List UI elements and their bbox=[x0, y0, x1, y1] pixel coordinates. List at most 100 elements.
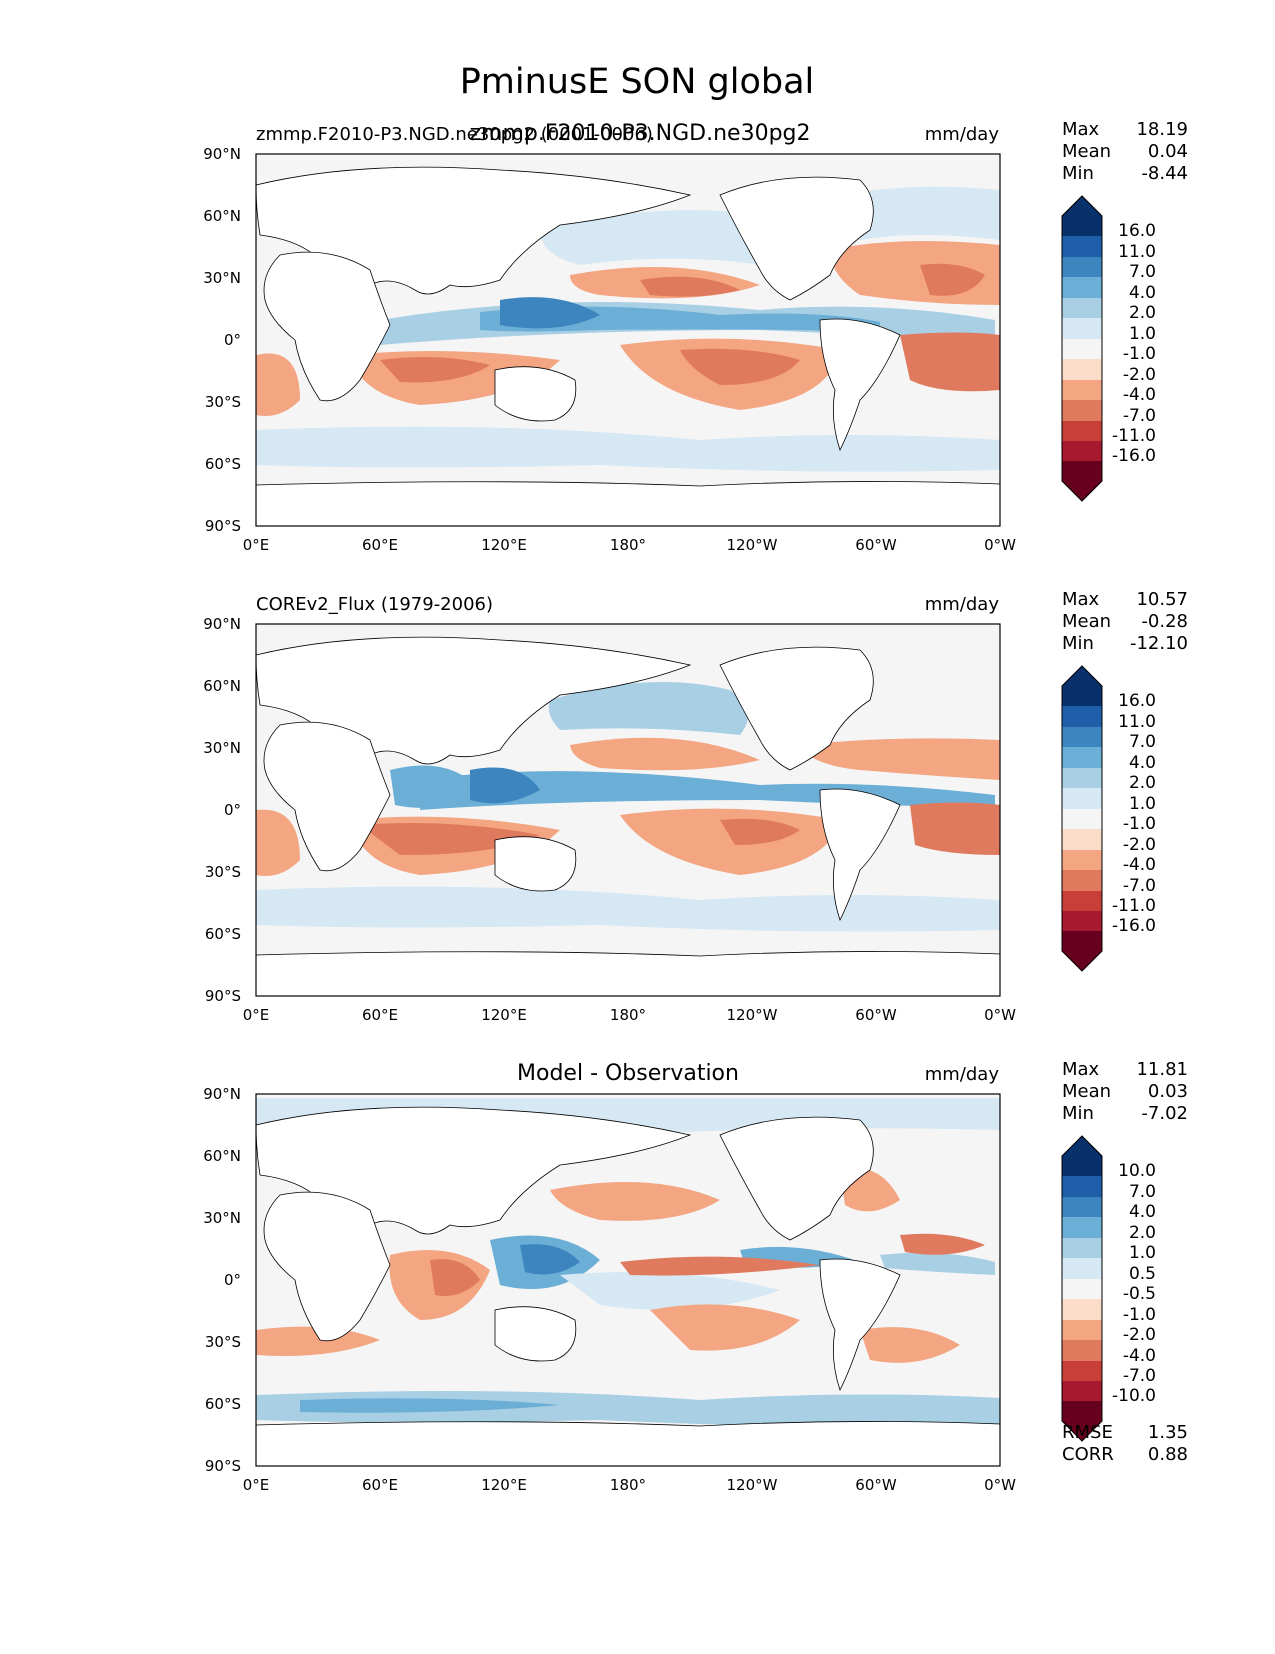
map-frame bbox=[255, 153, 1001, 527]
x-tick-label: 180° bbox=[610, 1476, 646, 1494]
contour-neg-south-pacific-core bbox=[680, 348, 800, 385]
colorbar-tick-label: -1.0 bbox=[1123, 814, 1156, 834]
contour-neg-north-pacific bbox=[570, 737, 760, 771]
stat-label: CORR bbox=[1062, 1444, 1114, 1465]
map-frame bbox=[255, 1093, 1001, 1467]
colorbar-segment bbox=[1062, 339, 1102, 359]
colorbar-ticks: 16.0 11.0 7.0 4.0 2.0 1.0 -1.0 -2.0 -4.0… bbox=[1112, 691, 1156, 936]
panel-ref: COREv2_Flux (1979-2006) mm/day bbox=[203, 589, 1188, 1024]
colorbar-tick-label: 1.0 bbox=[1129, 794, 1156, 814]
colorbar-segment bbox=[1062, 359, 1102, 380]
y-tick-label: 60°S bbox=[205, 455, 241, 473]
colorbar-tick-label: -1.0 bbox=[1123, 344, 1156, 364]
stat-value: 0.03 bbox=[1148, 1081, 1188, 1102]
colorbar-top-extension bbox=[1062, 196, 1102, 216]
colorbar-tick-label: -4.0 bbox=[1123, 1346, 1156, 1366]
land-north-america bbox=[719, 646, 874, 771]
colorbar-ticks: 16.0 11.0 7.0 4.0 2.0 1.0 -1.0 -2.0 -4.0… bbox=[1112, 221, 1156, 466]
contour-pos-south-ocean bbox=[256, 886, 1000, 932]
colorbar-segment bbox=[1062, 1361, 1102, 1381]
y-tick-label: 0° bbox=[224, 331, 241, 349]
colorbar-tick-label: 1.0 bbox=[1129, 324, 1156, 344]
y-tick-label: 0° bbox=[224, 801, 241, 819]
colorbar-tick-label: -0.5 bbox=[1123, 1284, 1156, 1304]
contour-neg-north-pacific-core bbox=[640, 276, 740, 297]
stat-label: Mean bbox=[1062, 141, 1111, 162]
panel-units: mm/day bbox=[925, 594, 1000, 615]
y-tick-label: 30°S bbox=[205, 1333, 241, 1351]
panel-units: mm/day bbox=[925, 124, 1000, 145]
land-south-america bbox=[819, 318, 901, 452]
colorbar-tick-label: -7.0 bbox=[1123, 876, 1156, 896]
colorbar-segment bbox=[1062, 441, 1102, 461]
stats-box: Max 11.81 Mean 0.03 Min -7.02 bbox=[1062, 1059, 1188, 1124]
colorbar-tick-label: 4.0 bbox=[1129, 753, 1156, 773]
colorbar-tick-label: -4.0 bbox=[1123, 385, 1156, 405]
x-axis: 0°E 60°E 120°E 180° 120°W 60°W 0°W bbox=[243, 1476, 1016, 1494]
colorbar-outline bbox=[1061, 665, 1103, 972]
colorbar-segment bbox=[1062, 1217, 1102, 1238]
colorbar-tick-label: 7.0 bbox=[1129, 732, 1156, 752]
y-tick-label: 90°N bbox=[203, 145, 241, 163]
colorbar-tick-label: -2.0 bbox=[1123, 835, 1156, 855]
colorbar-segment bbox=[1062, 747, 1102, 768]
colorbar-tick-label: 2.0 bbox=[1129, 773, 1156, 793]
colorbar-segment bbox=[1062, 216, 1102, 236]
map-area bbox=[255, 623, 1001, 997]
x-tick-label: 0°E bbox=[243, 536, 270, 554]
x-tick-label: 60°E bbox=[362, 536, 398, 554]
colorbar-tick-label: -16.0 bbox=[1112, 446, 1156, 466]
colorbar bbox=[1061, 195, 1103, 502]
land-antarctica bbox=[255, 481, 1001, 527]
contour-pos-indian bbox=[390, 765, 480, 808]
panel-title-center: zmmp.F2010-P3.NGD.ne30pg2 bbox=[469, 121, 810, 146]
x-axis: 0°E 60°E 120°E 180° 120°W 60°W 0°W bbox=[243, 1006, 1016, 1024]
colorbar-tick-label: 7.0 bbox=[1129, 1182, 1156, 1202]
colorbar-segment bbox=[1062, 461, 1102, 481]
colorbar-tick-label: -7.0 bbox=[1123, 1366, 1156, 1386]
colorbar-segment bbox=[1062, 768, 1102, 788]
x-tick-label: 60°W bbox=[855, 1006, 897, 1024]
colorbar-tick-label: -2.0 bbox=[1123, 365, 1156, 385]
colorbar-segment bbox=[1062, 1258, 1102, 1279]
x-tick-label: 120°E bbox=[481, 1476, 527, 1494]
x-tick-label: 0°W bbox=[984, 536, 1016, 554]
colorbar-segment bbox=[1062, 1197, 1102, 1217]
colorbar-segment bbox=[1062, 706, 1102, 727]
x-tick-label: 120°W bbox=[727, 1476, 778, 1494]
stat-value: 0.88 bbox=[1148, 1444, 1188, 1465]
stat-value: -7.02 bbox=[1141, 1103, 1188, 1124]
colorbar-tick-label: 2.0 bbox=[1129, 303, 1156, 323]
contour-pos-south-ocean-core bbox=[300, 1398, 560, 1413]
land-australia bbox=[494, 1306, 577, 1362]
stat-label: Mean bbox=[1062, 611, 1111, 632]
y-tick-label: 30°N bbox=[203, 739, 241, 757]
stat-label: Max bbox=[1062, 1059, 1100, 1080]
colorbar-segment bbox=[1062, 870, 1102, 891]
panel-diff: Model - Observation mm/day bbox=[203, 1059, 1188, 1494]
y-tick-label: 60°S bbox=[205, 925, 241, 943]
colorbar-top-extension bbox=[1062, 666, 1102, 686]
colorbar-segment bbox=[1062, 1279, 1102, 1299]
panel-test: zmmp.F2010-P3.NGD.ne30pg2 (0001-0006) zm… bbox=[203, 119, 1188, 554]
x-tick-label: 120°E bbox=[481, 536, 527, 554]
colorbar-segment bbox=[1062, 686, 1102, 706]
colorbar-segment bbox=[1062, 1299, 1102, 1320]
colorbar-segment bbox=[1062, 257, 1102, 277]
x-tick-label: 60°E bbox=[362, 1006, 398, 1024]
y-tick-label: 30°N bbox=[203, 1209, 241, 1227]
colorbar-bottom-extension bbox=[1062, 1421, 1102, 1441]
x-tick-label: 60°W bbox=[855, 1476, 897, 1494]
contour-neg-south-atlantic bbox=[256, 353, 300, 416]
colorbar-segment bbox=[1062, 318, 1102, 339]
colorbar bbox=[1061, 1135, 1103, 1442]
y-tick-label: 30°N bbox=[203, 269, 241, 287]
contour-pos-south-ocean bbox=[256, 426, 1000, 472]
y-tick-label: 90°S bbox=[205, 987, 241, 1005]
y-tick-label: 90°N bbox=[203, 1085, 241, 1103]
panel-units: mm/day bbox=[925, 1064, 1000, 1085]
y-tick-label: 60°N bbox=[203, 207, 241, 225]
stat-label: Mean bbox=[1062, 1081, 1111, 1102]
stat-label: Max bbox=[1062, 119, 1100, 140]
colorbar-bottom-extension bbox=[1062, 951, 1102, 971]
